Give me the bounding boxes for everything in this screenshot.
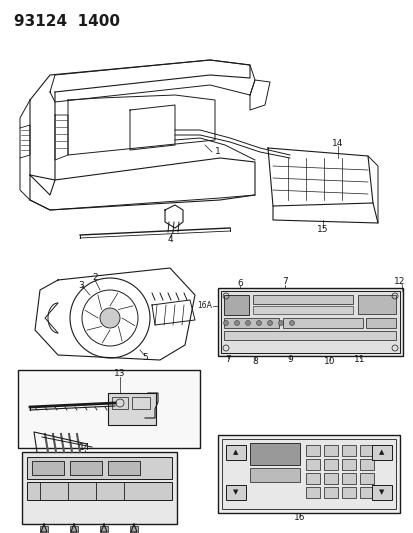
- Circle shape: [256, 320, 261, 326]
- Bar: [221, 439, 395, 509]
- Bar: [371, 445, 391, 460]
- Bar: [341, 445, 355, 456]
- Bar: [18, 370, 199, 448]
- Text: 8: 8: [252, 358, 257, 367]
- Bar: [221, 291, 399, 353]
- Text: 5: 5: [142, 353, 147, 362]
- Bar: [249, 443, 299, 465]
- Circle shape: [278, 320, 283, 326]
- Bar: [282, 318, 362, 328]
- Text: 10: 10: [323, 358, 335, 367]
- Bar: [359, 459, 373, 470]
- Bar: [341, 459, 355, 470]
- Bar: [225, 445, 245, 460]
- Text: 12: 12: [393, 278, 404, 287]
- Bar: [252, 295, 352, 304]
- Bar: [223, 318, 278, 328]
- Bar: [341, 487, 355, 498]
- Text: ▲: ▲: [233, 449, 238, 455]
- Circle shape: [223, 320, 228, 326]
- Text: 93124  1400: 93124 1400: [14, 14, 120, 29]
- Bar: [70, 461, 102, 475]
- Circle shape: [234, 320, 239, 326]
- Circle shape: [245, 320, 250, 326]
- Text: 7: 7: [281, 278, 287, 287]
- Text: 7: 7: [225, 356, 230, 365]
- Bar: [27, 457, 171, 479]
- Text: 14: 14: [332, 139, 343, 148]
- Bar: [22, 452, 177, 524]
- Text: ▲: ▲: [378, 449, 384, 455]
- Bar: [252, 306, 352, 314]
- Circle shape: [267, 320, 272, 326]
- Bar: [365, 318, 395, 328]
- Bar: [305, 487, 319, 498]
- Bar: [218, 435, 399, 513]
- Text: 16A: 16A: [197, 302, 211, 311]
- Bar: [323, 445, 337, 456]
- Bar: [305, 445, 319, 456]
- Bar: [40, 526, 48, 533]
- Bar: [218, 288, 402, 356]
- Bar: [323, 473, 337, 484]
- Bar: [223, 295, 248, 315]
- Bar: [357, 295, 395, 314]
- Bar: [341, 473, 355, 484]
- Bar: [70, 526, 78, 533]
- Text: 13: 13: [114, 369, 126, 378]
- Text: 2: 2: [92, 272, 97, 281]
- Bar: [359, 445, 373, 456]
- Text: 11: 11: [354, 356, 365, 365]
- Text: 4: 4: [167, 236, 172, 245]
- Bar: [112, 397, 128, 409]
- Bar: [323, 459, 337, 470]
- Bar: [132, 397, 150, 409]
- Text: 16: 16: [294, 513, 305, 522]
- Text: 1: 1: [214, 148, 220, 157]
- Text: ▼: ▼: [233, 489, 238, 495]
- Text: ▼: ▼: [378, 489, 384, 495]
- Text: 15: 15: [316, 225, 328, 235]
- Bar: [305, 473, 319, 484]
- Bar: [27, 482, 171, 500]
- Bar: [130, 526, 138, 533]
- Circle shape: [289, 320, 294, 326]
- Bar: [323, 487, 337, 498]
- Bar: [305, 459, 319, 470]
- Bar: [108, 393, 156, 425]
- Text: 14: 14: [79, 443, 90, 453]
- Text: 6: 6: [237, 279, 242, 288]
- Text: 9: 9: [287, 356, 292, 365]
- Text: 3: 3: [78, 280, 83, 289]
- Bar: [371, 485, 391, 500]
- Bar: [225, 485, 245, 500]
- Bar: [32, 461, 64, 475]
- Bar: [223, 331, 395, 340]
- Bar: [359, 487, 373, 498]
- Bar: [249, 468, 299, 482]
- Bar: [100, 526, 108, 533]
- Bar: [108, 461, 140, 475]
- Bar: [359, 473, 373, 484]
- Circle shape: [100, 308, 120, 328]
